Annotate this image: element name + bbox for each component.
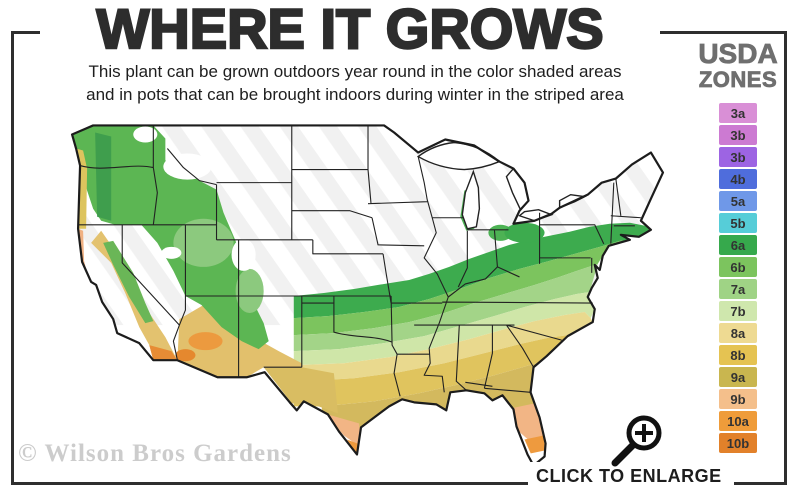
- state-borders: [78, 125, 641, 397]
- legend-zone-chip-6: 6a: [719, 235, 757, 255]
- legend-zone-chip-11: 8b: [719, 345, 757, 365]
- legend-title-line-1: USDA: [698, 38, 778, 69]
- legend-zone-list: 3a 3b 3b 4b 5a 5b 6a 6b 7a 7b 8a 8b 9a 9b 10a 10b: [719, 103, 757, 453]
- watermark: © Wilson Bros Gardens: [18, 440, 292, 467]
- legend-zone-chip-13: 9b: [719, 389, 757, 409]
- legend-zone-chip-12: 9a: [719, 367, 757, 387]
- legend-zone-chip-2: 3b: [719, 147, 757, 167]
- page-title: WHERE IT GROWS: [95, 0, 604, 61]
- legend-zone-chip-10: 8a: [719, 323, 757, 343]
- legend-zone-chip-4: 5a: [719, 191, 757, 211]
- legend-zone-chip-3: 4b: [719, 169, 757, 189]
- legend-zone-chip-9: 7b: [719, 301, 757, 321]
- legend-zone-chip-14: 10a: [719, 411, 757, 431]
- legend-title-line-2: ZONES: [698, 67, 778, 92]
- magnifier-plus-icon[interactable]: [606, 410, 666, 470]
- click-to-enlarge-button[interactable]: CLICK TO ENLARGE: [536, 466, 722, 486]
- legend-title: USDA ZONES: [682, 38, 794, 92]
- legend-zone-chip-1: 3b: [719, 125, 757, 145]
- legend-zone-chip-0: 3a: [719, 103, 757, 123]
- usa-zones-map[interactable]: [53, 112, 675, 482]
- subtitle: This plant can be grown outdoors year ro…: [55, 60, 655, 107]
- legend-zone-chip-5: 5b: [719, 213, 757, 233]
- subtitle-line-2: and in pots that can be brought indoors …: [86, 85, 624, 105]
- enlarge-background: [528, 462, 734, 490]
- subtitle-line-1: This plant can be grown outdoors year ro…: [88, 62, 622, 81]
- title-background: [40, 0, 660, 62]
- legend-zone-chip-15: 10b: [719, 433, 757, 453]
- legend-zone-chip-8: 7a: [719, 279, 757, 299]
- legend-zone-chip-7: 6b: [719, 257, 757, 277]
